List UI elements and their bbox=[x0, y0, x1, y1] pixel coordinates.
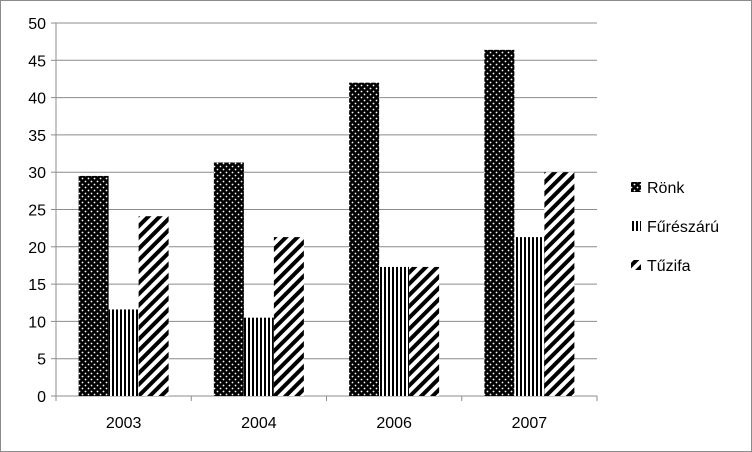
y-tick-label: 25 bbox=[28, 203, 46, 220]
legend: Rönk Fűrészárú Tűzifa bbox=[631, 180, 719, 275]
bar-1-2007 bbox=[484, 49, 515, 397]
bar-3-2007 bbox=[544, 172, 575, 396]
bar-2-2006 bbox=[379, 266, 410, 396]
bar-3-2003 bbox=[138, 216, 169, 396]
x-tick-label: 2006 bbox=[376, 415, 412, 432]
x-tick-label: 2003 bbox=[106, 415, 142, 432]
x-tick-label: 2004 bbox=[241, 415, 277, 432]
x-tick-label: 2007 bbox=[512, 415, 548, 432]
y-tick-label: 20 bbox=[28, 240, 46, 257]
y-tick-label: 30 bbox=[28, 165, 46, 182]
legend-swatch-2 bbox=[631, 221, 641, 231]
y-tick-label: 10 bbox=[28, 314, 46, 331]
bar-3-2004 bbox=[273, 237, 304, 396]
legend-swatch-3 bbox=[631, 260, 641, 270]
y-tick-label: 5 bbox=[37, 352, 46, 369]
y-tick-label: 0 bbox=[37, 389, 46, 406]
bar-1-2003 bbox=[78, 175, 109, 396]
legend-label: Tűzifa bbox=[647, 258, 691, 275]
y-tick-label: 15 bbox=[28, 277, 46, 294]
y-tick-label: 45 bbox=[28, 53, 46, 70]
legend-label: Fűrészárú bbox=[647, 219, 719, 236]
bars bbox=[78, 49, 575, 397]
legend-swatch-1 bbox=[631, 182, 641, 192]
y-tick-label: 50 bbox=[28, 16, 46, 33]
bar-1-2006 bbox=[349, 82, 380, 397]
y-tick-label: 40 bbox=[28, 91, 46, 108]
bar-1-2004 bbox=[213, 162, 244, 396]
bar-3-2006 bbox=[409, 266, 440, 396]
y-tick-label: 35 bbox=[28, 128, 46, 145]
legend-label: Rönk bbox=[647, 180, 685, 197]
axis-labels: 0 5 10 15 20 25 30 35 40 45 50 2003 2004 2006 2007 bbox=[28, 16, 547, 432]
bar-2-2003 bbox=[108, 309, 139, 396]
bar-2-2007 bbox=[514, 237, 545, 396]
bar-2-2004 bbox=[243, 317, 274, 396]
